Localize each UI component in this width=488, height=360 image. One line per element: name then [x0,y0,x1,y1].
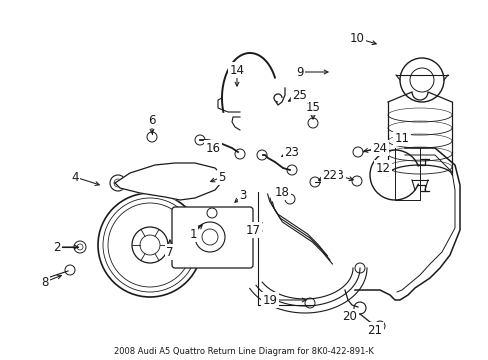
Text: 13: 13 [329,168,344,181]
Text: 21: 21 [367,324,382,337]
Text: 12: 12 [375,162,390,175]
Text: 3: 3 [239,189,246,202]
Text: 2: 2 [53,240,61,253]
Text: 16: 16 [205,141,220,154]
Text: 4: 4 [71,171,79,184]
FancyBboxPatch shape [172,207,252,268]
Text: 14: 14 [229,63,244,77]
Text: 7: 7 [166,246,173,258]
Text: 15: 15 [305,100,320,113]
Text: 23: 23 [284,145,299,158]
Text: 8: 8 [41,275,49,288]
Text: 17: 17 [245,224,260,237]
Text: 6: 6 [148,113,156,126]
Text: 2008 Audi A5 Quattro Return Line Diagram for 8K0-422-891-K: 2008 Audi A5 Quattro Return Line Diagram… [114,347,373,356]
Text: 11: 11 [394,131,408,144]
Text: 22: 22 [322,168,337,181]
Polygon shape [115,163,224,200]
Text: 5: 5 [218,171,225,184]
Text: 25: 25 [292,89,307,102]
Text: 20: 20 [342,310,357,324]
Text: 19: 19 [262,293,277,306]
Text: 18: 18 [274,185,289,198]
Text: 10: 10 [349,32,364,45]
Text: 24: 24 [372,141,386,154]
Text: 9: 9 [296,66,303,78]
Text: 1: 1 [189,228,196,240]
